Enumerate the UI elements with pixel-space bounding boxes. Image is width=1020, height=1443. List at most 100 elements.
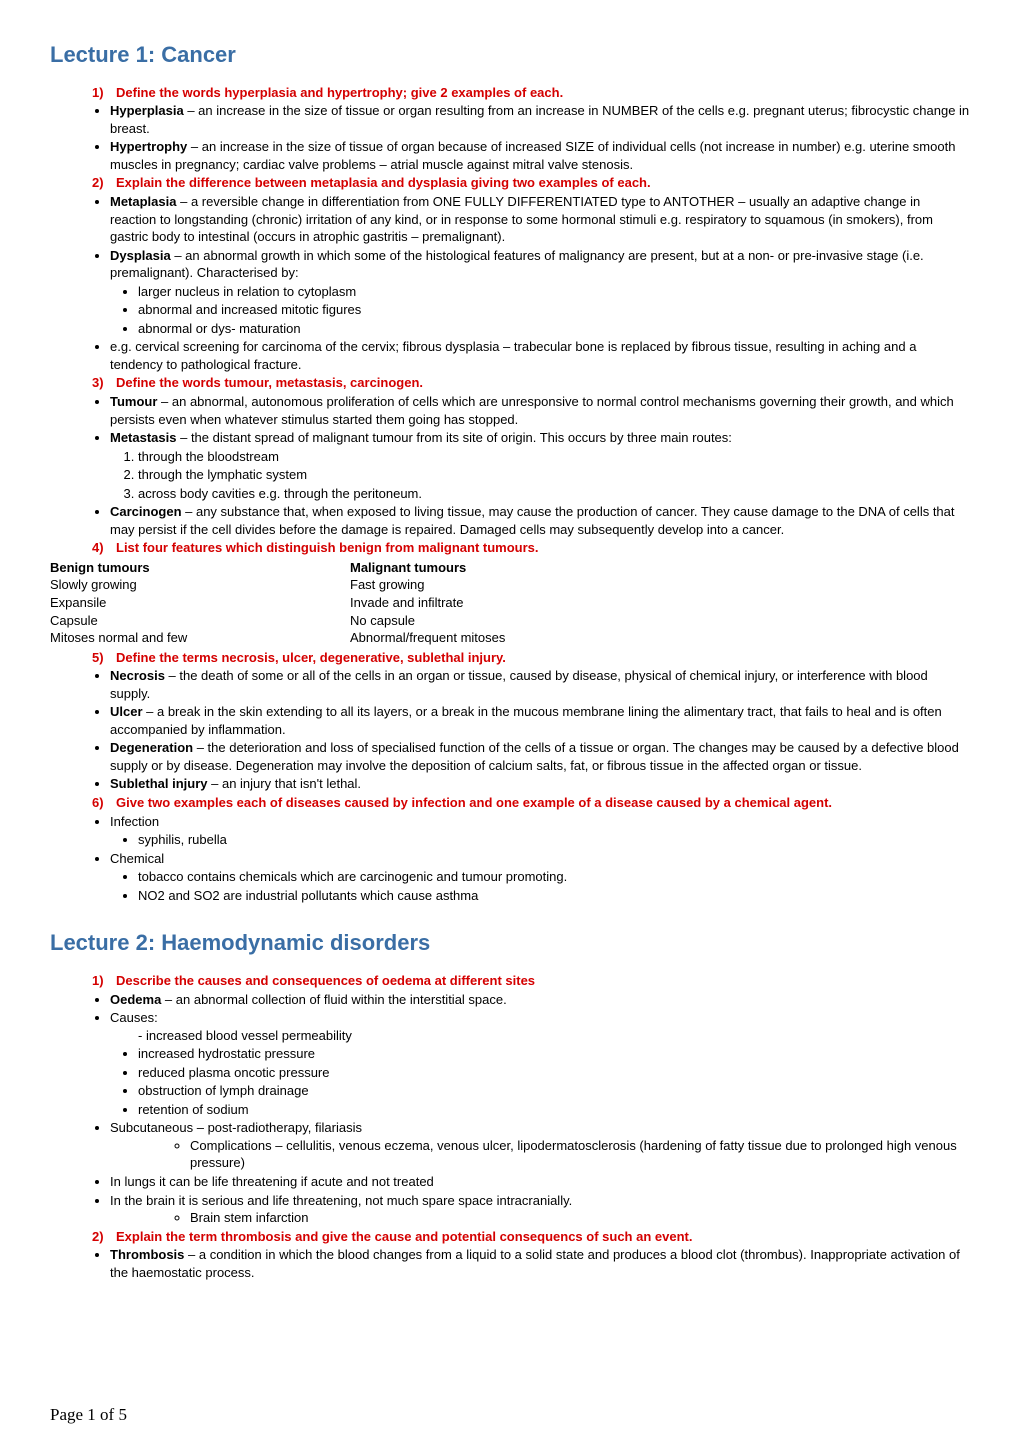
q2-dys-sub: abnormal or dys- maturation <box>138 320 970 338</box>
table-cell: Expansile <box>50 594 350 612</box>
q3-num: 3) <box>92 374 116 392</box>
body: – a reversible change in differentiation… <box>110 194 933 244</box>
q1-heading: 1)Define the words hyperplasia and hyper… <box>92 84 970 102</box>
table-cell: No capsule <box>350 612 650 630</box>
body: – an abnormal growth in which some of th… <box>110 248 924 281</box>
l2-q2-text: Explain the term thrombosis and give the… <box>116 1229 692 1244</box>
q3-carcinogen: Carcinogen – any substance that, when ex… <box>110 503 970 538</box>
l2-thrombosis: Thrombosis – a condition in which the bl… <box>110 1246 970 1281</box>
l2-oedema: Oedema – an abnormal collection of fluid… <box>110 991 970 1009</box>
q3-heading: 3)Define the words tumour, metastasis, c… <box>92 374 970 392</box>
body: – an injury that isn't lethal. <box>208 776 362 791</box>
term-necrosis: Necrosis <box>110 668 165 683</box>
brain-text: In the brain it is serious and life thre… <box>110 1193 572 1208</box>
q5-item: Ulcer – a break in the skin extending to… <box>110 703 970 738</box>
q5-heading: 5)Define the terms necrosis, ulcer, dege… <box>92 649 970 667</box>
body: – an increase in the size of tissue of o… <box>110 139 955 172</box>
q2-dys-sub: abnormal and increased mitotic figures <box>138 301 970 319</box>
q6-chemical-sub: tobacco contains chemicals which are car… <box>138 868 970 886</box>
l2-cause: retention of sodium <box>138 1101 970 1119</box>
body: – a break in the skin extending to all i… <box>110 704 942 737</box>
term-carcinogen: Carcinogen <box>110 504 182 519</box>
q1-num: 1) <box>92 84 116 102</box>
body: – the death of some or all of the cells … <box>110 668 928 701</box>
q6-infection-sub: syphilis, rubella <box>138 831 970 849</box>
l2-causes: Causes: increased blood vessel permeabil… <box>110 1009 970 1118</box>
q3-metast-sub: across body cavities e.g. through the pe… <box>138 485 970 503</box>
table-cell: Fast growing <box>350 576 650 594</box>
causes-label: Causes: <box>110 1010 158 1025</box>
body: – the deterioration and loss of speciali… <box>110 740 959 773</box>
term-ulcer: Ulcer <box>110 704 143 719</box>
term-degeneration: Degeneration <box>110 740 193 755</box>
q3-metast-sub: through the bloodstream <box>138 448 970 466</box>
q4-text: List four features which distinguish ben… <box>116 540 539 555</box>
term-hypertrophy: Hypertrophy <box>110 139 187 154</box>
q2-num: 2) <box>92 174 116 192</box>
table-cell: Abnormal/frequent mitoses <box>350 629 650 647</box>
term-sublethal: Sublethal injury <box>110 776 208 791</box>
q2-heading: 2)Explain the difference between metapla… <box>92 174 970 192</box>
q1-item: Hypertrophy – an increase in the size of… <box>110 138 970 173</box>
l2-cause: increased hydrostatic pressure <box>138 1045 970 1063</box>
term-tumour: Tumour <box>110 394 157 409</box>
q5-item: Necrosis – the death of some or all of t… <box>110 667 970 702</box>
l2-cause-dash: increased blood vessel permeability <box>138 1027 970 1045</box>
benign-header: Benign tumours <box>50 559 350 577</box>
q2-eg: e.g. cervical screening for carcinoma of… <box>110 338 970 373</box>
q1-item: Hyperplasia – an increase in the size of… <box>110 102 970 137</box>
l2-cause: reduced plasma oncotic pressure <box>138 1064 970 1082</box>
body: – an abnormal collection of fluid within… <box>161 992 506 1007</box>
q3-text: Define the words tumour, metastasis, car… <box>116 375 423 390</box>
page-footer: Page 1 of 5 <box>50 1404 127 1427</box>
q4-table: Benign tumours Slowly growing Expansile … <box>50 559 970 647</box>
term-oedema: Oedema <box>110 992 161 1007</box>
q4-heading: 4)List four features which distinguish b… <box>92 539 970 557</box>
table-cell: Invade and infiltrate <box>350 594 650 612</box>
q6-heading: 6)Give two examples each of diseases cau… <box>92 794 970 812</box>
body: – the distant spread of malignant tumour… <box>176 430 731 445</box>
l2-q1-text: Describe the causes and consequences of … <box>116 973 535 988</box>
q3-metastasis: Metastasis – the distant spread of malig… <box>110 429 970 502</box>
l2-q1-heading: 1)Describe the causes and consequences o… <box>92 972 970 990</box>
l2-subcut: Subcutaneous – post-radiotherapy, filari… <box>110 1119 970 1172</box>
body: – an abnormal, autonomous proliferation … <box>110 394 954 427</box>
l2-lungs: In lungs it can be life threatening if a… <box>110 1173 970 1191</box>
lecture2-title: Lecture 2: Haemodynamic disorders <box>50 928 970 958</box>
malignant-header: Malignant tumours <box>350 559 650 577</box>
q2-dysplasia: Dysplasia – an abnormal growth in which … <box>110 247 970 338</box>
l2-subcut-comp: Complications – cellulitis, venous eczem… <box>190 1137 970 1172</box>
l2-brain: In the brain it is serious and life thre… <box>110 1192 970 1227</box>
body: – a condition in which the blood changes… <box>110 1247 960 1280</box>
l2-cause: obstruction of lymph drainage <box>138 1082 970 1100</box>
l2-brain-sub: Brain stem infarction <box>190 1209 970 1227</box>
q5-item: Sublethal injury – an injury that isn't … <box>110 775 970 793</box>
body: – any substance that, when exposed to li… <box>110 504 955 537</box>
term-metaplasia: Metaplasia <box>110 194 176 209</box>
l2-q1-num: 1) <box>92 972 116 990</box>
term-metastasis: Metastasis <box>110 430 176 445</box>
q5-text: Define the terms necrosis, ulcer, degene… <box>116 650 506 665</box>
subcut-text: Subcutaneous – post-radiotherapy, filari… <box>110 1120 362 1135</box>
q6-chemical: Chemical <box>110 850 970 868</box>
q2-dys-sub: larger nucleus in relation to cytoplasm <box>138 283 970 301</box>
q4-num: 4) <box>92 539 116 557</box>
term-thrombosis: Thrombosis <box>110 1247 184 1262</box>
q6-text: Give two examples each of diseases cause… <box>116 795 832 810</box>
q3-tumour: Tumour – an abnormal, autonomous prolife… <box>110 393 970 428</box>
q6-num: 6) <box>92 794 116 812</box>
table-cell: Capsule <box>50 612 350 630</box>
l2-q2-num: 2) <box>92 1228 116 1246</box>
body: – an increase in the size of tissue or o… <box>110 103 969 136</box>
lecture1-title: Lecture 1: Cancer <box>50 40 970 70</box>
term-hyperplasia: Hyperplasia <box>110 103 184 118</box>
term-dysplasia: Dysplasia <box>110 248 171 263</box>
q6-chemical-sub: NO2 and SO2 are industrial pollutants wh… <box>138 887 970 905</box>
q6-infection: Infection <box>110 813 970 831</box>
q3-metast-sub: through the lymphatic system <box>138 466 970 484</box>
q1-text: Define the words hyperplasia and hypertr… <box>116 85 563 100</box>
q5-num: 5) <box>92 649 116 667</box>
l2-q2-heading: 2)Explain the term thrombosis and give t… <box>92 1228 970 1246</box>
q2-text: Explain the difference between metaplasi… <box>116 175 651 190</box>
q2-metaplasia: Metaplasia – a reversible change in diff… <box>110 193 970 246</box>
